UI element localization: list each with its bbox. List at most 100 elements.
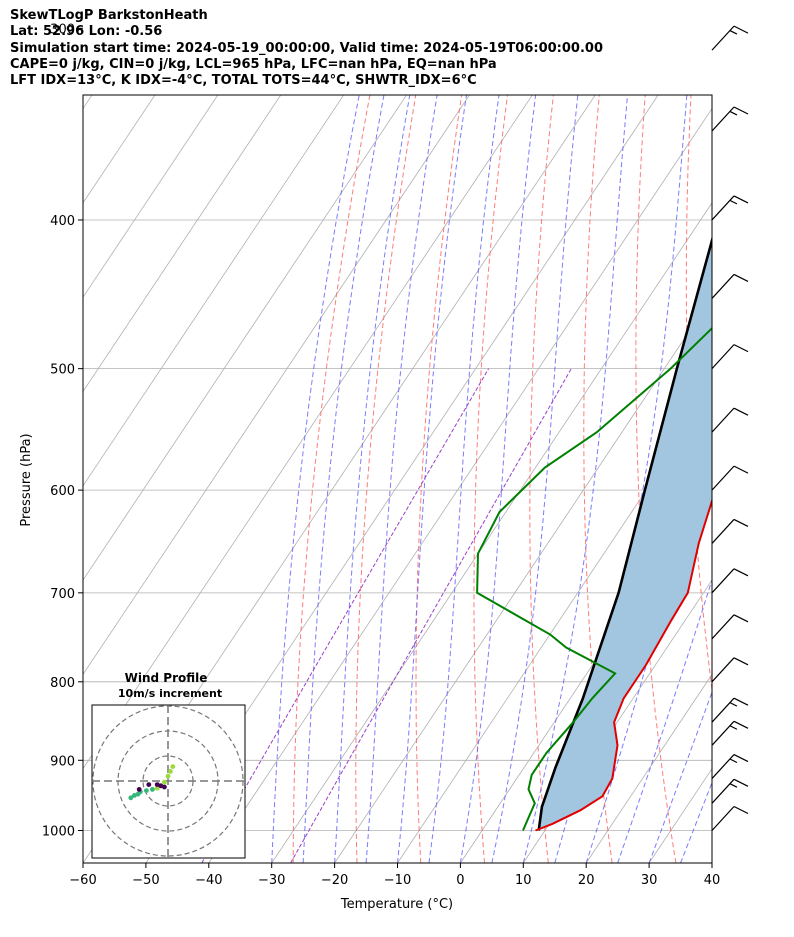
wind-barb-staff [711,344,735,370]
isotherm-gridline [460,485,712,863]
moist-adiabat [397,95,468,863]
wind-barb-flag [733,720,749,729]
y-tick-label: 400 [50,214,75,229]
moist-adiabat [271,95,360,863]
stability-indices-2: LFT IDX=13°C, K IDX=-4°C, TOTAL TOTS=44°… [10,73,477,89]
wind-barb [711,25,749,51]
x-tick-label: 10 [515,873,532,888]
x-tick-label: −50 [132,873,159,888]
y-tick-label: 500 [50,363,75,378]
wind-barb [711,518,749,544]
wind-barb-staff [711,407,735,433]
wind-barb-staff [711,195,735,221]
wind-barb [711,657,749,683]
wind-barb-half-flag [729,783,738,788]
wind-barb-staff [711,806,735,831]
y-tick-label: 1000 [42,824,75,839]
wind-barb-staff [711,697,735,723]
wind-barb-staff [711,754,735,779]
wind-barb-staff [711,106,735,132]
simulation-time: Simulation start time: 2024-05-19_00:00:… [10,40,603,56]
wind-barb-flag [733,407,749,416]
hodograph-point [162,779,167,785]
isotherm-gridline [334,296,712,863]
wind-barb-half-flag [729,702,738,707]
wind-barb [711,697,749,723]
wind-barb-half-flag [729,758,738,764]
x-tick-label: 30 [641,873,658,888]
wind-barb [711,465,749,491]
dry-adiabat [292,95,371,863]
wind-barb-half-flag [729,725,738,730]
wind-barb [711,344,749,370]
hodograph-point [144,788,149,793]
wind-barb [711,778,749,804]
mixing-ratio-line [201,368,490,863]
wind-barb-flag [733,614,749,623]
y-axis-label: Pressure (hPa) [19,433,34,526]
wind-barb-half-flag [729,110,738,116]
wind-barb-staff [711,657,735,683]
wind-barb-staff [711,778,735,804]
moist-adiabat [428,95,500,863]
inset-subtitle: 10m/s increment [118,687,222,700]
wind-barb [711,195,749,221]
x-tick-label: −10 [384,873,411,888]
wind-barb-flag [733,697,749,706]
inset-plot [92,705,245,858]
isotherm-gridline [271,202,712,863]
temperature-line [535,497,712,832]
stability-indices-1: CAPE=0 j/kg, CIN=0 j/kg, LCL=965 hPa, LF… [10,56,497,72]
wind-barb-flag [733,106,749,115]
y-tick-label: 700 [50,587,75,602]
y-tick-label: 900 [50,754,75,769]
hodograph-point [165,773,171,779]
dry-adiabat [529,95,554,863]
wind-barb [711,568,749,594]
wind-barb [711,720,749,746]
wind-barb-flag [733,25,749,34]
y-tick-label: 300 [50,22,75,37]
dry-adiabat [415,95,463,863]
wind-barb-staff [711,614,735,640]
y-tick-label: 800 [50,676,75,691]
wind-barb [711,614,749,640]
isotherm-gridline [83,95,533,770]
chart-header: SkewTLogP BarkstonHeath Lat: 52.96 Lon: … [10,8,603,89]
x-tick-label: 0 [456,873,464,888]
isotherm-gridline [83,95,596,863]
x-tick-label: 20 [578,873,595,888]
moist-adiabat [302,95,385,863]
hodograph-point [150,787,155,792]
dry-adiabat [355,95,417,863]
chart-title: SkewTLogP BarkstonHeath [10,8,208,23]
dry-adiabat [583,95,613,863]
isotherm-gridline [83,95,470,676]
isotherm-gridline [0,0,562,863]
wind-barb-flag [733,518,749,527]
wind-barb [711,106,749,132]
wind-barb-flag [733,657,749,666]
dry-adiabat [635,95,677,863]
wind-barb-flag [733,805,749,815]
cape-cin-shading [535,240,712,831]
wind-barb-flag [733,754,749,763]
wind-barb-flag [733,273,749,282]
wind-barb-staff [711,274,735,299]
wind-barb-flag [733,778,749,787]
wind-barb-staff [711,568,735,594]
wind-barb [711,805,749,831]
hodograph-inset [91,704,246,859]
hodograph-point [170,764,176,769]
parcel-line [537,235,712,831]
wind-barb [711,407,749,433]
wind-barb-flag [733,195,749,204]
x-tick-label: −60 [69,873,96,888]
mixing-ratio-line [290,368,572,863]
hodograph-point [132,793,137,798]
x-tick-label: 40 [704,873,721,888]
isotherm-gridline [397,390,712,863]
moist-adiabat [334,95,411,863]
wind-barb-flag [733,465,749,474]
dry-adiabat [783,0,794,863]
